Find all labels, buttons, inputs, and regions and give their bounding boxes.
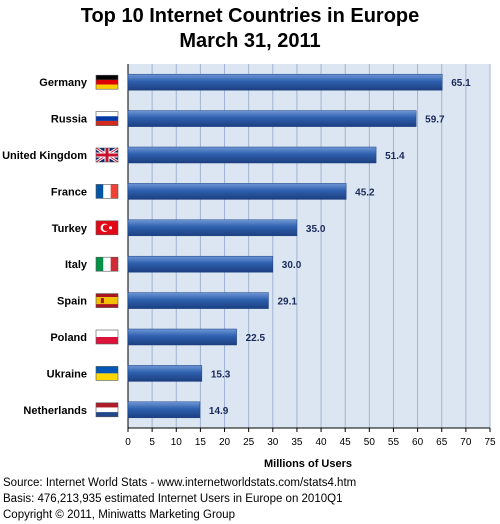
bar-turkey [127, 219, 298, 237]
category-label: Ukraine [47, 368, 87, 380]
france-flag-icon [95, 184, 119, 199]
chart-title: Top 10 Internet Countries in Europe [81, 5, 420, 27]
plot-area: 0 5 10 15 20 25 30 35 40 45 50 55 60 65 70 75 65.1 German… [2, 64, 496, 448]
x-tick-label: 15 [195, 437, 207, 448]
value-label: 45.2 [355, 187, 375, 198]
x-tick-label: 35 [291, 437, 303, 448]
x-tick-label: 50 [364, 437, 376, 448]
copyright-note: Copyright © 2011, Miniwatts Marketing Gr… [3, 509, 235, 521]
basis-note: Basis: 476,213,935 estimated Internet Us… [3, 493, 343, 505]
chart-subtitle: March 31, 2011 [179, 30, 320, 52]
category-label: Poland [50, 332, 87, 344]
x-tick-label: 45 [340, 437, 352, 448]
germany-flag-icon [95, 74, 119, 90]
turkey-flag-icon [95, 220, 119, 236]
x-tick-label: 25 [243, 437, 255, 448]
x-tick-label: 65 [436, 437, 448, 448]
bar-germany [127, 73, 443, 91]
x-tick-label: 75 [484, 437, 496, 448]
bar-italy [127, 255, 274, 273]
bar-france [127, 183, 347, 200]
united-kingdom-flag-icon [95, 146, 119, 164]
x-tick-label: 55 [388, 437, 400, 448]
category-label: Spain [57, 296, 87, 308]
netherlands-flag-icon [95, 402, 119, 418]
category-label: United Kingdom [2, 150, 87, 162]
category-label: Germany [39, 77, 88, 89]
value-label: 15.3 [211, 369, 231, 380]
value-label: 22.5 [246, 333, 266, 344]
x-tick-label: 5 [149, 437, 155, 448]
category-label: Turkey [52, 223, 88, 235]
italy-flag-icon [95, 256, 119, 272]
value-label: 35.0 [306, 224, 326, 235]
bar-poland [127, 328, 237, 346]
bar-russia [127, 110, 417, 127]
value-label: 14.9 [209, 406, 229, 417]
source-note: Source: Internet World Stats - www.inter… [3, 477, 357, 489]
value-label: 65.1 [451, 78, 471, 89]
value-label: 51.4 [385, 151, 405, 162]
value-label: 29.1 [277, 297, 297, 308]
value-label: 30.0 [282, 260, 302, 271]
x-tick-label: 10 [171, 437, 183, 448]
x-tick-label: 0 [125, 437, 131, 448]
spain-flag-icon [95, 293, 119, 308]
x-tick-label: 30 [267, 437, 279, 448]
ukraine-flag-icon [95, 366, 119, 381]
value-label: 59.7 [425, 115, 445, 126]
category-label: Russia [51, 114, 88, 126]
x-tick-label: 20 [219, 437, 231, 448]
x-tick-label: 40 [316, 437, 328, 448]
bar-netherlands [127, 401, 201, 419]
x-axis-title: Millions of Users [264, 458, 352, 470]
bar-ukraine [127, 365, 203, 382]
bar-spain [127, 292, 269, 309]
x-tick-label: 60 [412, 437, 424, 448]
category-label: France [51, 186, 87, 198]
bar-united-kingdom [127, 146, 377, 164]
x-tick-label: 70 [460, 437, 472, 448]
russia-flag-icon [95, 111, 119, 126]
category-label: Italy [65, 259, 88, 271]
poland-flag-icon [95, 329, 119, 345]
category-label: Netherlands [23, 405, 87, 417]
